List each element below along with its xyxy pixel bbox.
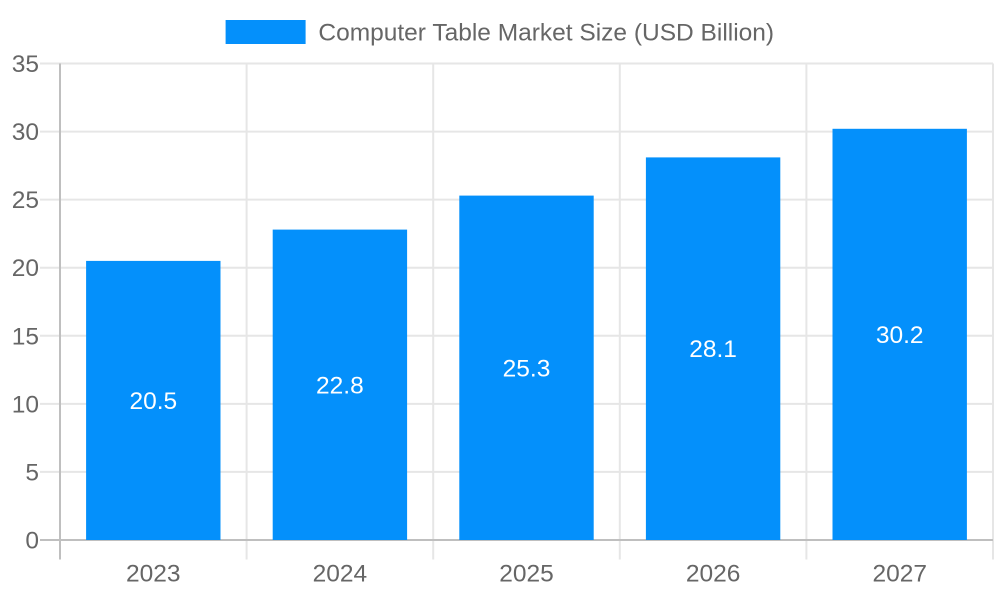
svg-text:15: 15 (12, 323, 39, 350)
svg-text:2024: 2024 (313, 561, 368, 588)
svg-text:25.3: 25.3 (503, 355, 551, 382)
svg-text:20.5: 20.5 (129, 388, 177, 415)
svg-text:30.2: 30.2 (876, 322, 924, 349)
svg-text:10: 10 (12, 391, 39, 418)
svg-text:20: 20 (12, 255, 39, 282)
svg-text:25: 25 (12, 187, 39, 214)
svg-text:2026: 2026 (686, 561, 741, 588)
svg-text:35: 35 (12, 51, 39, 78)
svg-text:2027: 2027 (872, 561, 927, 588)
svg-text:0: 0 (25, 528, 39, 555)
svg-text:22.8: 22.8 (316, 372, 364, 399)
svg-text:2025: 2025 (499, 561, 554, 588)
svg-text:2023: 2023 (126, 561, 181, 588)
svg-text:30: 30 (12, 119, 39, 146)
svg-text:5: 5 (25, 459, 39, 486)
svg-text:Computer Table Market Size (US: Computer Table Market Size (USD Billion) (318, 20, 774, 47)
svg-text:28.1: 28.1 (689, 336, 737, 363)
